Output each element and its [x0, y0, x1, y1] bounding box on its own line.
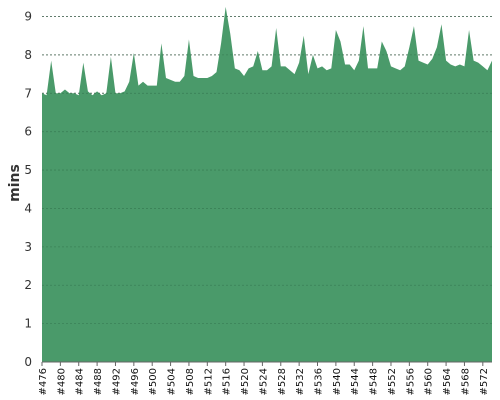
- y-tick-label: 1: [24, 317, 32, 331]
- y-tick-label: 6: [24, 125, 32, 139]
- x-tick-label: #492: [111, 368, 122, 395]
- y-tick-label: 3: [24, 240, 32, 254]
- x-tick-label: #524: [258, 368, 269, 395]
- y-axis-ticks: 0 1 2 3 4 5 6 7 8 9: [24, 10, 32, 369]
- x-axis-ticks: #476 #480 #484 #488 #492 #496 #500 #504 #508 #512…: [38, 362, 490, 395]
- y-tick-label: 5: [24, 163, 32, 177]
- y-tick-label: 7: [24, 86, 32, 100]
- x-tick-label: #476: [38, 368, 49, 395]
- y-axis-label: mins: [7, 164, 23, 202]
- x-tick-label: #560: [424, 368, 435, 395]
- y-tick-label: 2: [24, 278, 32, 292]
- y-tick-label: 0: [24, 355, 32, 369]
- x-tick-label: #520: [240, 368, 251, 395]
- x-tick-label: #532: [295, 368, 306, 395]
- x-tick-label: #552: [387, 368, 398, 395]
- x-tick-label: #564: [442, 368, 453, 395]
- x-tick-label: #536: [314, 368, 325, 395]
- x-tick-label: #568: [460, 368, 471, 395]
- y-tick-label: 4: [24, 201, 32, 215]
- x-tick-label: #500: [148, 368, 159, 395]
- x-tick-label: #484: [75, 368, 86, 395]
- x-tick-label: #548: [369, 368, 380, 395]
- x-tick-label: #488: [93, 368, 104, 395]
- x-tick-label: #504: [167, 368, 178, 395]
- y-tick-label: 9: [24, 10, 32, 24]
- gridlines-overlay: [42, 16, 492, 325]
- x-tick-label: #508: [185, 368, 196, 395]
- x-tick-label: #540: [332, 368, 343, 395]
- x-tick-label: #544: [350, 368, 361, 395]
- x-tick-label: #512: [203, 368, 214, 395]
- area-series: [42, 6, 492, 362]
- x-tick-label: #480: [56, 368, 67, 395]
- x-tick-label: #572: [479, 368, 490, 395]
- x-tick-label: #516: [222, 368, 233, 395]
- x-tick-label: #528: [277, 368, 288, 395]
- y-tick-label: 8: [24, 48, 32, 62]
- x-tick-label: #556: [405, 368, 416, 395]
- x-tick-label: #496: [130, 368, 141, 395]
